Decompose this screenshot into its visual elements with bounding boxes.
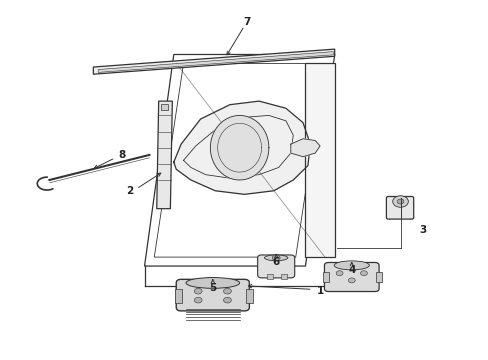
Circle shape [223,288,231,294]
Polygon shape [173,101,310,194]
Bar [375,272,381,282]
Ellipse shape [185,278,239,288]
Circle shape [360,271,366,276]
Polygon shape [305,63,334,257]
Text: 8: 8 [118,150,125,160]
Circle shape [392,196,407,207]
Text: 5: 5 [209,283,216,293]
Text: 6: 6 [272,257,279,267]
Polygon shape [93,49,334,74]
Polygon shape [290,139,320,157]
Circle shape [347,278,354,283]
FancyBboxPatch shape [386,197,413,219]
Text: 1: 1 [316,286,323,296]
FancyBboxPatch shape [324,262,378,292]
Circle shape [194,297,202,303]
Text: 2: 2 [126,186,133,197]
Ellipse shape [333,261,368,270]
Text: 3: 3 [418,225,425,235]
Bar [281,274,286,279]
Circle shape [223,297,231,303]
Bar [174,289,181,303]
Polygon shape [210,116,268,180]
Ellipse shape [264,255,287,261]
FancyBboxPatch shape [176,279,249,311]
Text: 4: 4 [347,265,355,275]
Circle shape [194,288,202,294]
Circle shape [335,271,342,276]
Bar [160,104,168,110]
Polygon shape [157,101,172,209]
Bar [323,272,329,282]
Text: 7: 7 [243,17,250,27]
Polygon shape [98,51,332,72]
Circle shape [272,255,280,261]
Circle shape [396,199,403,204]
Bar [267,274,273,279]
Bar [245,289,252,303]
FancyBboxPatch shape [257,255,294,278]
